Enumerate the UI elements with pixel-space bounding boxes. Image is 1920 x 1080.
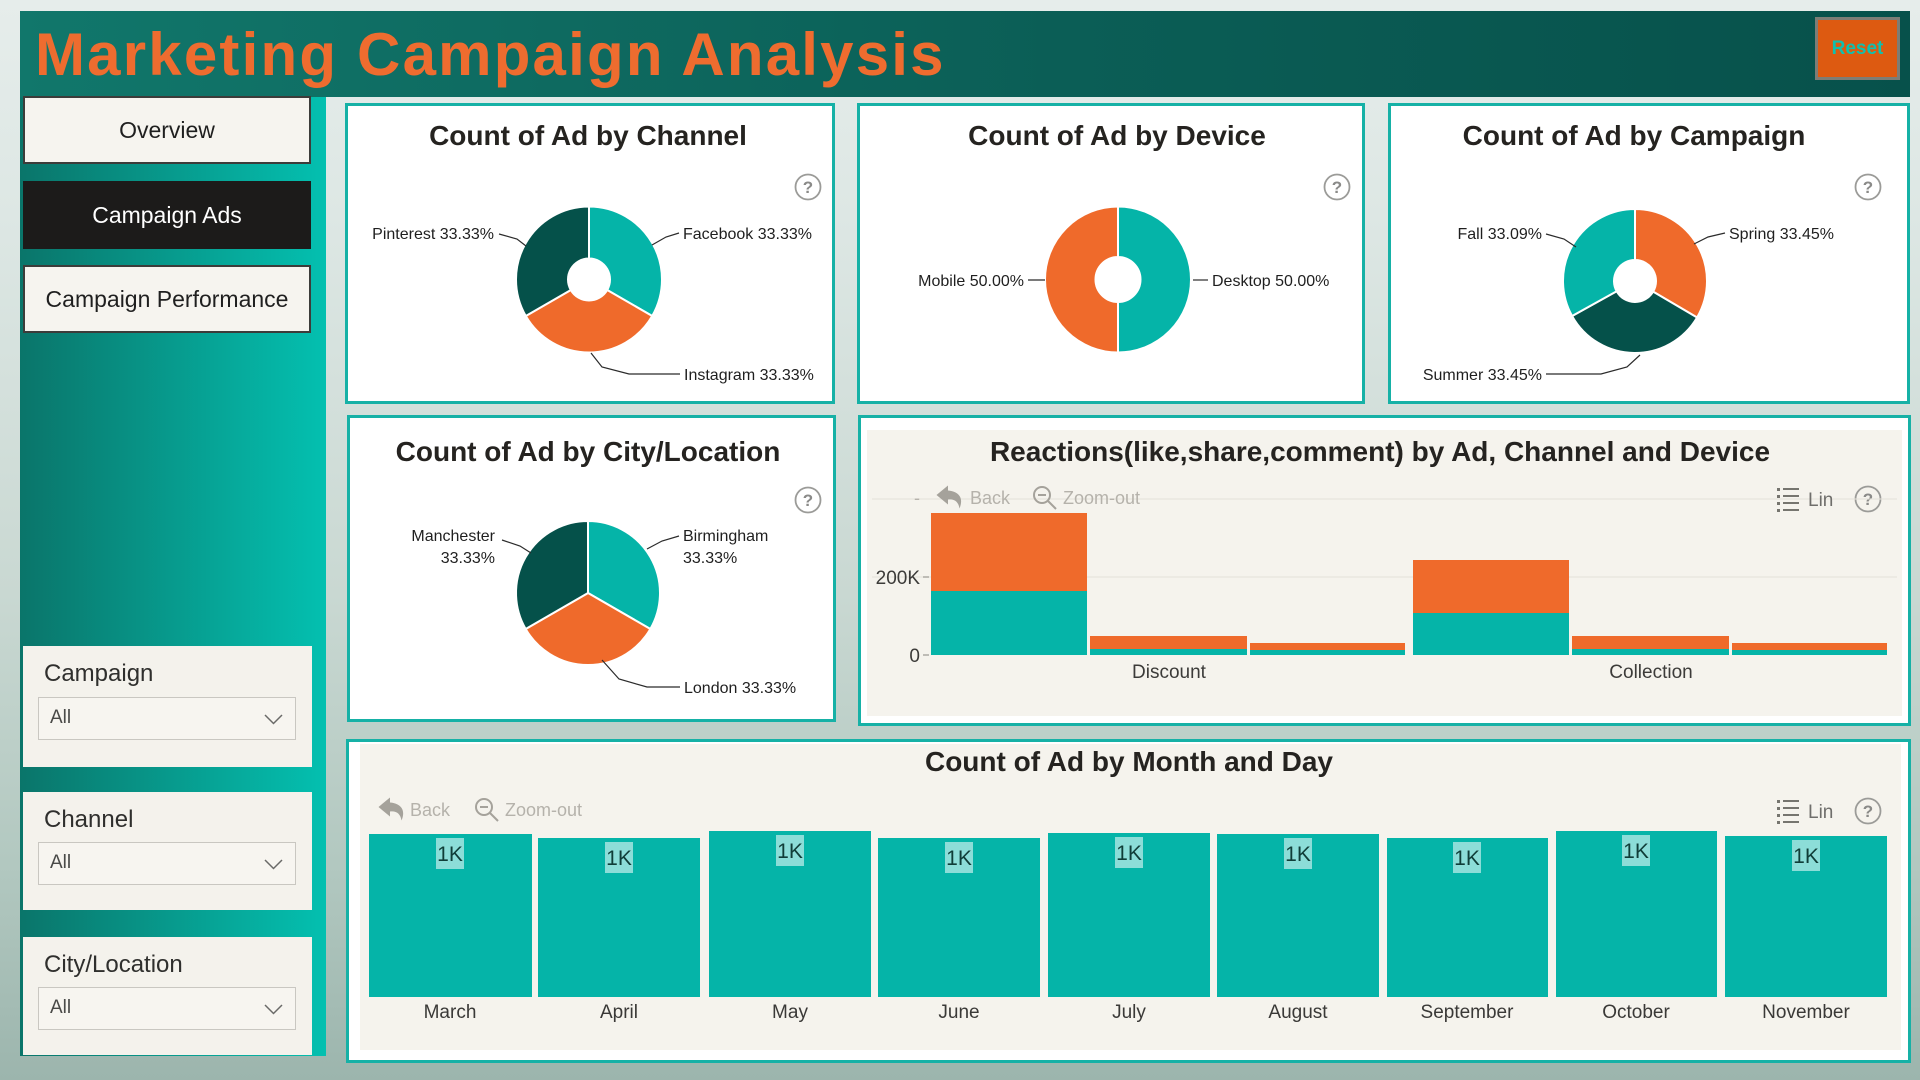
svg-text:Instagram 33.33%: Instagram 33.33% bbox=[684, 367, 814, 384]
svg-text:Count of Ad by Channel: Count of Ad by Channel bbox=[429, 120, 747, 151]
svg-text:?: ? bbox=[803, 491, 813, 510]
svg-text:November: November bbox=[1762, 1002, 1850, 1023]
svg-text:0: 0 bbox=[909, 646, 920, 667]
svg-text:Zoom-out: Zoom-out bbox=[505, 800, 582, 820]
svg-text:?: ? bbox=[1863, 178, 1873, 197]
svg-text:Back: Back bbox=[410, 800, 451, 820]
svg-text:October: October bbox=[1602, 1002, 1670, 1023]
svg-text:May: May bbox=[772, 1002, 808, 1023]
svg-text:200K: 200K bbox=[876, 568, 921, 589]
svg-text:Facebook 33.33%: Facebook 33.33% bbox=[683, 226, 812, 243]
svg-text:Fall 33.09%: Fall 33.09% bbox=[1458, 226, 1543, 243]
svg-text:July: July bbox=[1112, 1002, 1146, 1023]
svg-text:Back: Back bbox=[970, 488, 1011, 508]
svg-text:Count of Ad by Device: Count of Ad by Device bbox=[968, 120, 1266, 151]
svg-text:August: August bbox=[1268, 1002, 1328, 1023]
svg-text:1K: 1K bbox=[1285, 843, 1311, 866]
svg-text:March: March bbox=[424, 1002, 477, 1023]
svg-text:June: June bbox=[938, 1002, 979, 1023]
svg-text:Mobile 50.00%: Mobile 50.00% bbox=[918, 273, 1024, 290]
svg-text:1K: 1K bbox=[1454, 847, 1480, 870]
svg-text:Manchester: Manchester bbox=[411, 528, 495, 545]
svg-text:Pinterest 33.33%: Pinterest 33.33% bbox=[372, 226, 494, 243]
svg-text:1K: 1K bbox=[946, 847, 972, 870]
svg-text:Summer 33.45%: Summer 33.45% bbox=[1423, 367, 1542, 384]
svg-text:April: April bbox=[600, 1002, 638, 1023]
svg-text:1K: 1K bbox=[1623, 840, 1649, 863]
svg-text:-: - bbox=[914, 488, 920, 508]
svg-text:London 33.33%: London 33.33% bbox=[684, 680, 796, 697]
svg-text:1K: 1K bbox=[606, 847, 632, 870]
svg-text:1K: 1K bbox=[1793, 845, 1819, 868]
svg-text:Reactions(like,share,comment): Reactions(like,share,comment) by Ad, Cha… bbox=[990, 436, 1770, 467]
svg-text:Count of Ad by City/Location: Count of Ad by City/Location bbox=[396, 436, 781, 467]
svg-text:Birmingham: Birmingham bbox=[683, 528, 768, 545]
svg-text:1K: 1K bbox=[1116, 842, 1142, 865]
svg-text:?: ? bbox=[1863, 802, 1873, 821]
svg-text:September: September bbox=[1421, 1002, 1515, 1023]
svg-text:Desktop 50.00%: Desktop 50.00% bbox=[1212, 273, 1329, 290]
svg-text:Collection: Collection bbox=[1609, 662, 1692, 683]
svg-text:Zoom-out: Zoom-out bbox=[1063, 488, 1140, 508]
svg-text:Lin: Lin bbox=[1808, 490, 1833, 511]
svg-text:Discount: Discount bbox=[1132, 662, 1207, 683]
svg-text:Count of Ad by Month and Day: Count of Ad by Month and Day bbox=[925, 746, 1333, 777]
svg-text:33.33%: 33.33% bbox=[683, 550, 737, 567]
svg-text:?: ? bbox=[803, 178, 813, 197]
svg-text:?: ? bbox=[1332, 178, 1342, 197]
svg-text:33.33%: 33.33% bbox=[441, 550, 495, 567]
svg-text:1K: 1K bbox=[777, 840, 803, 863]
svg-text:Lin: Lin bbox=[1808, 802, 1833, 823]
svg-text:Count of Ad by Campaign: Count of Ad by Campaign bbox=[1463, 120, 1806, 151]
svg-text:Spring 33.45%: Spring 33.45% bbox=[1729, 226, 1834, 243]
svg-text:1K: 1K bbox=[437, 843, 463, 866]
